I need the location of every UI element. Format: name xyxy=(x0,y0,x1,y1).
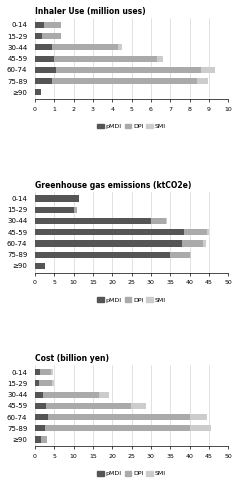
Bar xyxy=(184,229,207,235)
Bar xyxy=(44,22,61,28)
Bar xyxy=(35,33,42,39)
Bar xyxy=(46,403,131,409)
Bar xyxy=(43,392,99,398)
Bar xyxy=(182,240,203,246)
Bar xyxy=(35,252,170,258)
Bar xyxy=(35,90,41,96)
Bar xyxy=(39,380,52,386)
Bar xyxy=(190,252,191,258)
Bar xyxy=(35,196,79,202)
Bar xyxy=(35,56,54,62)
Bar xyxy=(170,252,190,258)
Bar xyxy=(35,78,52,84)
Bar xyxy=(56,67,201,73)
Bar xyxy=(131,403,146,409)
Text: Inhaler Use (million uses): Inhaler Use (million uses) xyxy=(35,7,146,16)
Bar xyxy=(52,44,118,51)
Bar xyxy=(35,369,40,375)
Bar xyxy=(35,436,41,442)
Text: Cost (billion yen): Cost (billion yen) xyxy=(35,354,109,363)
Bar xyxy=(35,206,74,213)
Bar xyxy=(190,414,207,420)
Bar xyxy=(35,392,43,398)
Bar xyxy=(35,263,45,269)
Bar xyxy=(151,218,166,224)
Bar xyxy=(35,218,151,224)
Bar xyxy=(35,67,56,73)
Bar xyxy=(118,44,122,51)
Bar xyxy=(35,22,44,28)
Text: Greenhouse gas emissions (ktCO2e): Greenhouse gas emissions (ktCO2e) xyxy=(35,180,191,190)
Bar xyxy=(35,229,184,235)
Bar xyxy=(54,56,157,62)
Bar xyxy=(190,425,211,432)
Bar xyxy=(52,380,54,386)
Bar xyxy=(166,218,167,224)
Bar xyxy=(207,229,209,235)
Bar xyxy=(35,414,49,420)
Bar xyxy=(51,369,53,375)
Legend: pMDI, DPI, SMI: pMDI, DPI, SMI xyxy=(95,121,168,132)
Bar xyxy=(35,425,45,432)
Legend: pMDI, DPI, SMI: pMDI, DPI, SMI xyxy=(95,294,168,306)
Bar xyxy=(52,78,197,84)
Bar xyxy=(203,240,206,246)
Bar xyxy=(45,425,190,432)
Bar xyxy=(99,392,109,398)
Bar xyxy=(201,67,215,73)
Bar xyxy=(42,33,61,39)
Bar xyxy=(74,206,77,213)
Bar xyxy=(35,380,39,386)
Bar xyxy=(49,414,190,420)
Bar xyxy=(35,403,46,409)
Legend: pMDI, DPI, SMI: pMDI, DPI, SMI xyxy=(95,468,168,479)
Bar xyxy=(197,78,208,84)
Bar xyxy=(157,56,163,62)
Bar xyxy=(40,369,51,375)
Bar xyxy=(35,240,182,246)
Bar xyxy=(41,436,47,442)
Bar xyxy=(35,44,52,51)
